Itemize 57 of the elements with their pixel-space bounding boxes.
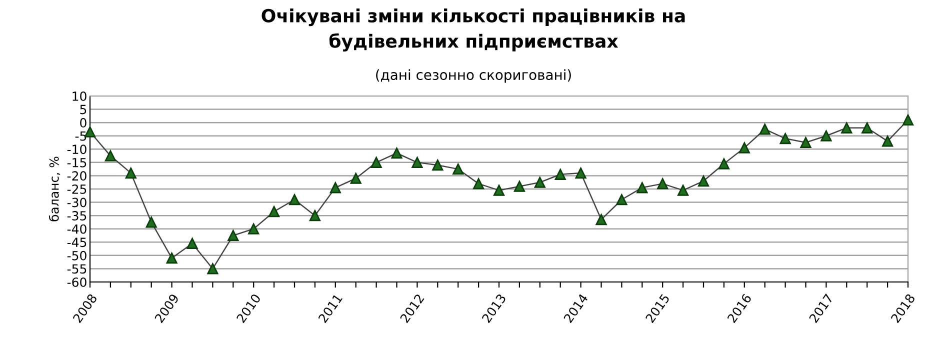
point — [738, 142, 750, 154]
point — [554, 168, 566, 180]
chart-title: Очікувані зміни кількості працівників на будівельних підприємствах — [262, 8, 685, 52]
point — [882, 136, 894, 147]
point — [350, 172, 362, 184]
point — [902, 114, 914, 126]
point — [330, 182, 341, 194]
y-tick-label: -30 — [67, 198, 86, 208]
point — [636, 182, 648, 194]
point — [412, 156, 423, 168]
point — [820, 130, 832, 142]
point — [452, 164, 464, 175]
point — [575, 168, 586, 179]
point — [677, 184, 689, 196]
point — [228, 230, 239, 242]
point — [125, 168, 136, 179]
y-tick-label: -20 — [67, 171, 86, 181]
y-tick-label: -45 — [67, 238, 86, 248]
point — [780, 132, 791, 144]
y-tick-label: 5 — [80, 104, 86, 114]
point — [146, 216, 157, 228]
y-tick-label: 0 — [80, 118, 86, 128]
y-tick-label: -15 — [67, 158, 86, 168]
y-tick-label: -55 — [67, 264, 86, 274]
point — [186, 238, 198, 250]
point — [472, 178, 484, 190]
point — [166, 252, 178, 264]
point — [248, 223, 260, 234]
point — [534, 176, 546, 188]
point — [616, 194, 628, 206]
point — [309, 210, 321, 222]
point — [657, 178, 668, 190]
y-tick-label: -40 — [67, 224, 86, 234]
point — [514, 180, 526, 192]
y-tick-label: -10 — [67, 144, 86, 154]
point — [268, 206, 280, 218]
point — [800, 136, 812, 148]
y-axis-title: баланс, % — [48, 156, 60, 222]
point — [718, 158, 730, 170]
point — [370, 156, 382, 168]
point — [391, 148, 402, 159]
point — [432, 160, 444, 171]
point — [841, 122, 852, 134]
point — [596, 214, 607, 226]
y-tick-label: -50 — [67, 250, 86, 260]
point — [493, 184, 505, 196]
point — [862, 122, 873, 134]
point — [207, 263, 218, 274]
y-tick-label: 10 — [72, 91, 86, 101]
chart-subtitle: (дані сезонно скориговані) — [376, 69, 571, 83]
point — [759, 124, 770, 135]
y-tick-label: -35 — [67, 211, 86, 220]
point — [104, 150, 116, 162]
point — [698, 175, 710, 187]
y-tick-label: -60 — [67, 277, 86, 287]
point — [288, 194, 300, 206]
y-tick-label: -25 — [67, 184, 86, 194]
